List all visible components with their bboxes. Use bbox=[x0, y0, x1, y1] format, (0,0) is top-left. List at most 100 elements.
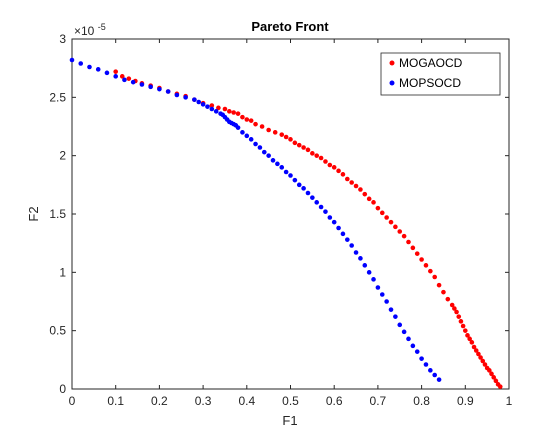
point-mogaocd bbox=[310, 151, 315, 156]
x-axis-label: F1 bbox=[282, 413, 297, 428]
y-axis: 0 0.5 1 1.5 2 2.5 3 bbox=[49, 32, 509, 396]
point-mogaocd bbox=[216, 105, 221, 111]
point-mogaocd bbox=[473, 348, 479, 353]
point-mopsocd bbox=[384, 299, 389, 304]
point-mogaocd bbox=[227, 109, 232, 114]
x-tick-label: 0.4 bbox=[238, 394, 255, 408]
point-mopsocd bbox=[388, 307, 394, 312]
series-points bbox=[69, 57, 503, 389]
point-mogaocd bbox=[327, 162, 333, 168]
x-tick-label: 0.6 bbox=[326, 394, 343, 408]
point-mopsocd bbox=[436, 377, 442, 382]
point-mogaocd bbox=[456, 314, 462, 319]
y-tick-label: 1.5 bbox=[49, 207, 66, 221]
x-tick-label: 0.1 bbox=[107, 394, 124, 408]
y-exponent-power: -5 bbox=[98, 22, 106, 32]
point-mogaocd bbox=[467, 336, 472, 342]
point-mogaocd bbox=[126, 76, 132, 81]
point-mogaocd bbox=[482, 362, 488, 367]
point-mopsocd bbox=[253, 141, 258, 147]
point-mopsocd bbox=[336, 225, 341, 231]
point-mopsocd bbox=[196, 99, 202, 105]
point-mopsocd bbox=[139, 82, 145, 87]
point-mogaocd bbox=[432, 274, 438, 280]
point-mopsocd bbox=[95, 67, 101, 72]
point-mopsocd bbox=[78, 61, 84, 66]
x-tick-label: 0 bbox=[69, 394, 76, 408]
point-mogaocd bbox=[469, 340, 475, 345]
point-mogaocd bbox=[314, 153, 320, 158]
point-mogaocd bbox=[491, 375, 497, 380]
point-mopsocd bbox=[406, 336, 411, 342]
y-axis-label: F2 bbox=[26, 206, 41, 221]
point-mogaocd bbox=[465, 333, 470, 338]
point-mogaocd bbox=[288, 137, 293, 142]
plot-area bbox=[71, 38, 510, 390]
point-mogaocd bbox=[340, 172, 346, 177]
point-mogaocd bbox=[279, 132, 285, 137]
point-mopsocd bbox=[292, 177, 298, 183]
point-mogaocd bbox=[476, 351, 481, 357]
point-mogaocd bbox=[414, 251, 420, 256]
point-mopsocd bbox=[349, 243, 354, 248]
point-mopsocd bbox=[183, 95, 188, 100]
point-mogaocd bbox=[445, 296, 451, 302]
point-mogaocd bbox=[244, 117, 250, 122]
point-mogaocd bbox=[454, 309, 459, 315]
point-mogaocd bbox=[452, 306, 457, 311]
point-mopsocd bbox=[240, 130, 245, 135]
point-mogaocd bbox=[406, 239, 411, 245]
point-mogaocd bbox=[384, 215, 389, 220]
point-mopsocd bbox=[428, 368, 433, 373]
x-tick-label: 0.5 bbox=[282, 394, 299, 408]
point-mopsocd bbox=[288, 173, 293, 178]
point-mogaocd bbox=[345, 176, 350, 182]
x-tick-label: 0.8 bbox=[413, 394, 430, 408]
point-mopsocd bbox=[353, 250, 359, 255]
x-tick-label: 0.7 bbox=[370, 394, 387, 408]
point-mogaocd bbox=[292, 140, 298, 146]
point-mopsocd bbox=[200, 102, 206, 107]
point-mogaocd bbox=[248, 118, 254, 123]
point-mopsocd bbox=[69, 57, 75, 63]
point-mopsocd bbox=[266, 153, 271, 158]
point-mogaocd bbox=[231, 110, 236, 115]
point-mogaocd bbox=[266, 127, 271, 133]
x-tick-label: 1 bbox=[506, 394, 513, 408]
point-mopsocd bbox=[397, 322, 403, 328]
point-mopsocd bbox=[414, 349, 420, 354]
x-tick-label: 0.3 bbox=[195, 394, 212, 408]
point-mopsocd bbox=[213, 109, 219, 114]
point-mogaocd bbox=[388, 219, 394, 225]
point-mopsocd bbox=[358, 256, 363, 261]
point-mopsocd bbox=[157, 86, 162, 92]
point-mogaocd bbox=[272, 130, 278, 135]
point-mogaocd bbox=[463, 328, 468, 333]
point-mopsocd bbox=[130, 79, 136, 85]
point-mopsocd bbox=[279, 165, 285, 170]
point-mopsocd bbox=[310, 195, 315, 200]
point-mopsocd bbox=[283, 169, 289, 175]
series-mopsocd bbox=[69, 57, 442, 382]
point-mopsocd bbox=[248, 137, 254, 142]
point-mogaocd bbox=[478, 355, 483, 360]
y-exponent-label: ×10 -5 bbox=[74, 22, 106, 38]
point-mopsocd bbox=[375, 285, 381, 290]
point-mogaocd bbox=[410, 245, 416, 251]
point-mopsocd bbox=[205, 104, 210, 109]
point-mogaocd bbox=[489, 371, 494, 377]
point-mogaocd bbox=[423, 263, 429, 268]
point-mogaocd bbox=[397, 229, 403, 234]
point-mogaocd bbox=[441, 289, 446, 295]
point-mopsocd bbox=[270, 158, 276, 163]
point-mogaocd bbox=[487, 368, 492, 373]
point-mogaocd bbox=[449, 302, 455, 308]
point-mopsocd bbox=[318, 204, 324, 210]
x-axis: 0 0.1 0.2 0.3 0.4 0.5 0.6 0.7 0.8 0.9 1 bbox=[69, 39, 513, 408]
point-mogaocd bbox=[362, 191, 368, 197]
series-mogaocd bbox=[113, 69, 503, 389]
point-mogaocd bbox=[119, 74, 125, 79]
y-tick-label: 2 bbox=[59, 149, 66, 163]
y-tick-label: 2.5 bbox=[49, 90, 66, 104]
point-mopsocd bbox=[165, 89, 171, 94]
